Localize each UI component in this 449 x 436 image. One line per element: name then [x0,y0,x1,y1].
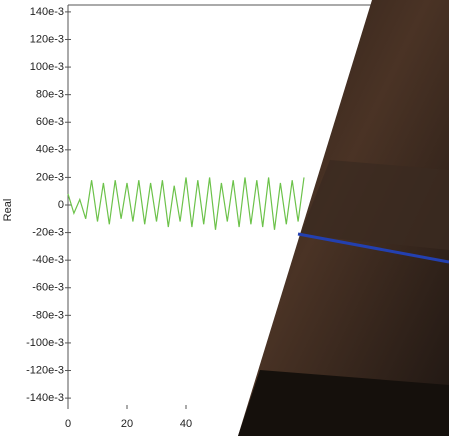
photo-overlay [0,0,449,436]
screenshot: Real 140e-3120e-3100e-380e-360e-340e-320… [0,0,449,436]
